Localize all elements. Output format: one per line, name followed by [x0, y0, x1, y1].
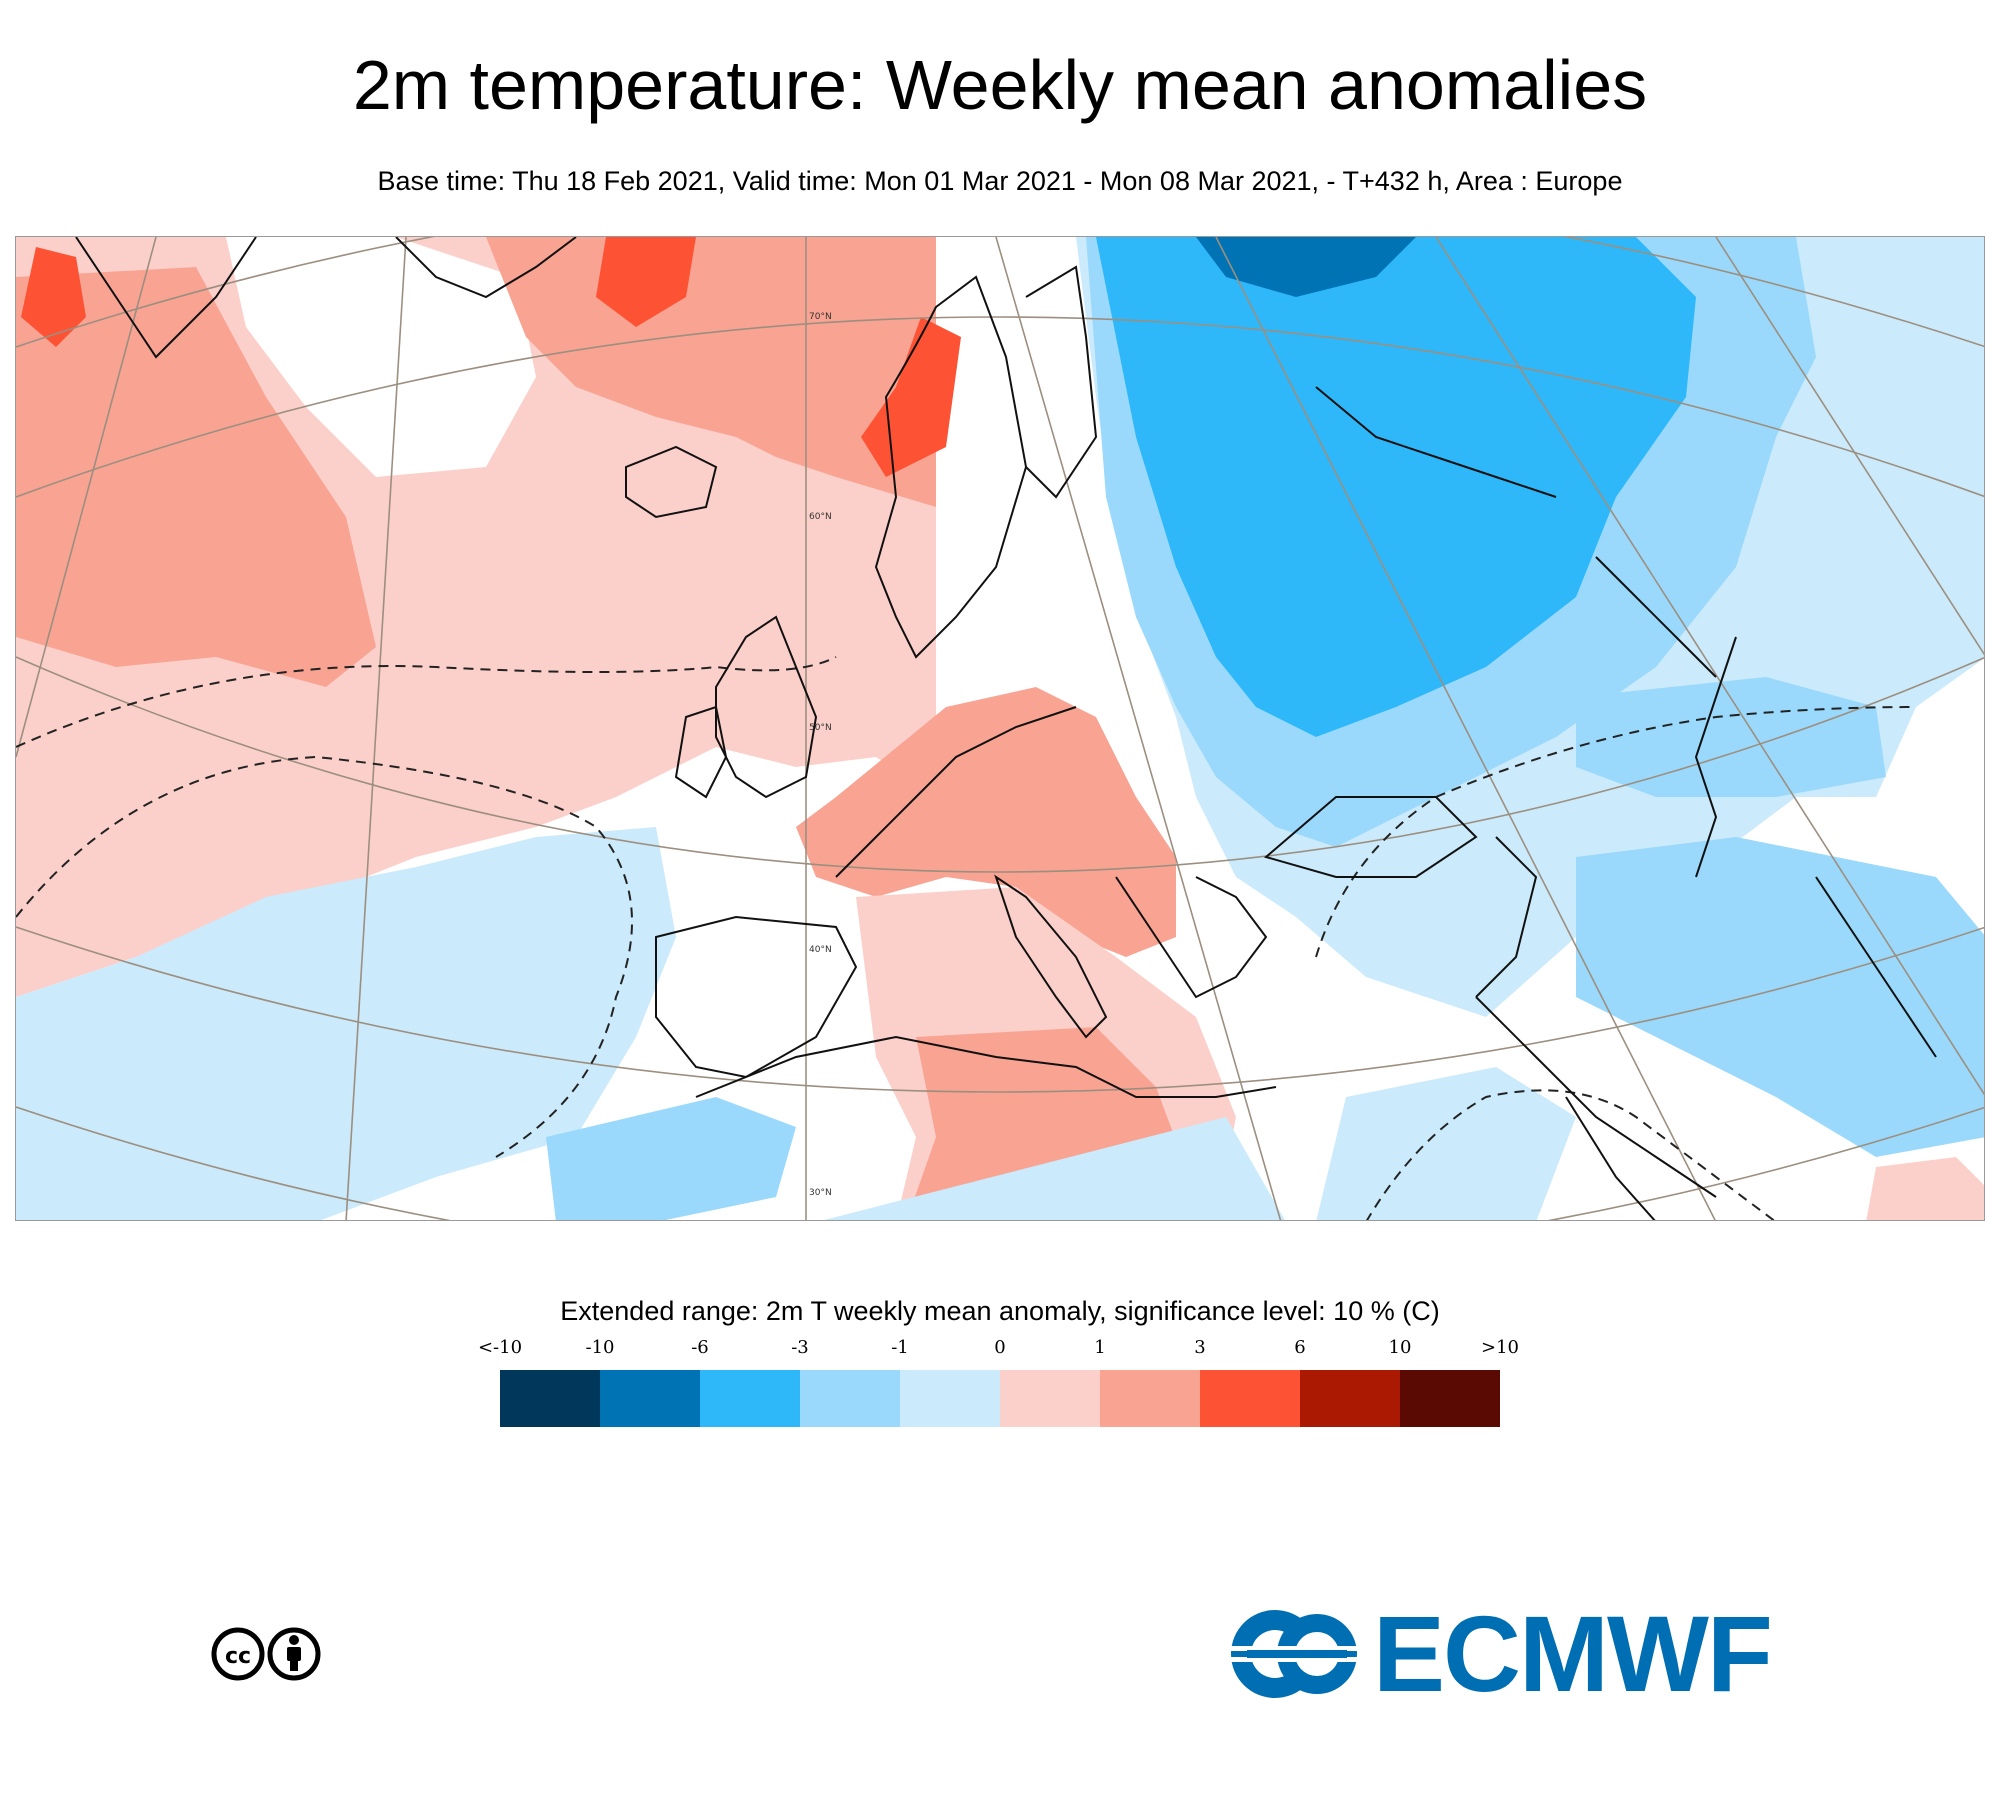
coastline-russia-north [1315, 386, 1557, 498]
significance-contour-west [16, 656, 837, 748]
legend-swatch [1000, 1370, 1100, 1427]
graticule [16, 237, 1984, 1220]
legend-swatch [600, 1370, 700, 1427]
color-legend [500, 1370, 1500, 1427]
coastline-turkey [1475, 836, 1538, 998]
coastline-greenland [75, 237, 257, 359]
latitude-label-60: 60°N [809, 512, 832, 522]
legend-tick: -1 [891, 1337, 909, 1358]
coastlines [75, 237, 1937, 1220]
ecmwf-logo-icon [1227, 1610, 1359, 1698]
anomaly-map: 70°N 60°N 50°N 40°N 30°N [15, 236, 1985, 1221]
legend-tick: -6 [691, 1337, 709, 1358]
legend-tick: -10 [585, 1337, 615, 1358]
legend-swatch [1100, 1370, 1200, 1427]
legend-tick: 6 [1294, 1337, 1306, 1358]
coastline-western-europe [835, 706, 1077, 878]
graticule-meridian-east-3 [1435, 237, 1984, 1096]
latitude-label-70: 70°N [809, 312, 832, 322]
svg-text:cc: cc [225, 1644, 251, 1669]
anomaly-region-hot-norway [861, 317, 961, 477]
coastline-balkans [1115, 876, 1268, 999]
legend-swatch [800, 1370, 900, 1427]
anomaly-region-iceland-warm [486, 237, 936, 507]
significance-contours [16, 656, 1917, 1220]
legend-swatch [1200, 1370, 1300, 1427]
significance-contour-atlantic [16, 755, 633, 1158]
legend-swatch [1400, 1370, 1500, 1427]
anomaly-region-morocco-cool [546, 1097, 796, 1220]
graticule-latitude-60 [16, 316, 1984, 498]
graticule-meridian-east-2 [1215, 237, 1716, 1220]
anomaly-region-arabia-cool [1316, 1067, 1576, 1220]
anomaly-region-neutral-greenland [226, 237, 536, 477]
logo-wordmark: ECMWF [1373, 1593, 1773, 1714]
coastline-ireland [674, 705, 728, 799]
page-title: 2m temperature: Weekly mean anomalies [352, 46, 1648, 124]
significance-contour-east [1315, 706, 1917, 958]
coastline-red-sea [1565, 1096, 1656, 1220]
anomaly-region-atlantic-cool [16, 827, 676, 1220]
graticule-meridian-west-2 [345, 237, 407, 1220]
latitude-label-40: 40°N [809, 945, 832, 955]
legend-swatch [500, 1370, 600, 1427]
graticule-meridian-east-1 [995, 237, 1282, 1220]
legend-tick: >10 [1481, 1337, 1519, 1358]
anomaly-region-atlantic-warm [16, 267, 376, 687]
graticule-latitude-30 [16, 1106, 1984, 1220]
anomaly-region-russia-cold [1096, 237, 1696, 737]
legend-tick: 1 [1094, 1337, 1106, 1358]
legend-title: Extended range: 2m T weekly mean anomaly… [560, 1296, 1440, 1326]
coastline-italy [994, 874, 1108, 1039]
cc-by-icon[interactable]: cc [210, 1626, 322, 1682]
anomaly-region-caspian-cool [1576, 677, 1886, 797]
legend-tick: 0 [994, 1337, 1006, 1358]
legend-tick: 10 [1388, 1337, 1412, 1358]
latitude-label-30: 30°N [809, 1188, 832, 1198]
coastline-svalbard [395, 237, 577, 299]
ecmwf-logo[interactable]: ECMWF [1227, 1593, 1773, 1714]
anomaly-region-africa-cool [824, 1117, 1285, 1220]
legend-tick: -3 [791, 1337, 809, 1358]
significance-contour-africa [1366, 1089, 1775, 1220]
page-subtitle: Base time: Thu 18 Feb 2021, Valid time: … [377, 166, 1623, 196]
legend-ticks: <-10 -10 -6 -3 -1 0 1 3 6 10 >10 [478, 1335, 1519, 1361]
coastline-east [1595, 556, 1717, 678]
coastline-caspian [1694, 636, 1737, 878]
graticule-latitude-50 [16, 656, 1984, 873]
anomaly-region-arctic-very-cold [1196, 237, 1416, 297]
anomaly-region-hot-greenland [21, 247, 86, 347]
legend-tick: <-10 [477, 1337, 523, 1358]
coastline-finland [1025, 265, 1098, 499]
anomaly-region-hot-iceland [596, 237, 696, 327]
coastline-scandinavia [874, 275, 1028, 659]
anomaly-region-middle-east-cool [1576, 837, 1984, 1157]
coastline-iberia [655, 915, 858, 1079]
legend-swatch [900, 1370, 1000, 1427]
graticule-meridian-east-4 [1715, 237, 1984, 656]
coastline-north-africa [695, 1035, 1277, 1098]
graticule-latitude-70 [16, 237, 1984, 348]
coastline-levant [1475, 996, 1717, 1198]
anomaly-region-gulf-warm [1866, 1157, 1984, 1220]
graticule-latitude-40 [16, 926, 1984, 1093]
coastline-iceland [625, 445, 718, 519]
legend-swatch [1300, 1370, 1400, 1427]
latitude-label-50: 50°N [809, 723, 832, 733]
legend-tick: 3 [1194, 1337, 1206, 1358]
coastline-black-sea [1263, 796, 1478, 878]
anomaly-region-alps-warm [796, 687, 1176, 957]
coastline-arabia [1815, 876, 1937, 1058]
legend-swatch [700, 1370, 800, 1427]
